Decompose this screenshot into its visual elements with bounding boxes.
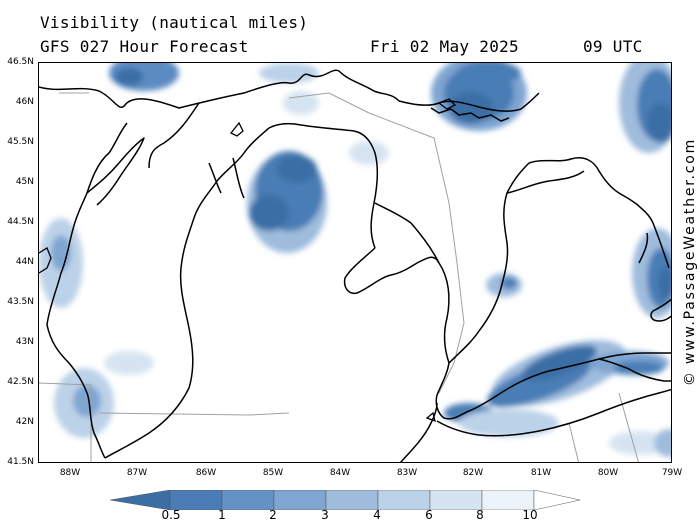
- colorbar-tick-label: 8: [476, 508, 484, 522]
- lon-label: 84W: [329, 468, 351, 478]
- colorbar-segment: [429, 490, 483, 510]
- state-border-lines: [39, 92, 639, 462]
- forecast-subtitle: GFS 027 Hour Forecast: [40, 37, 249, 56]
- colorbar-tick-label: 2: [269, 508, 277, 522]
- lon-label: 80W: [597, 468, 619, 478]
- lat-label: 42N: [15, 417, 34, 427]
- islands: [39, 98, 457, 423]
- lat-label: 44.5N: [7, 217, 34, 227]
- lat-label: 46.5N: [7, 57, 34, 67]
- visibility-shading: [39, 63, 671, 457]
- colorbar-tick-label: 6: [425, 508, 433, 522]
- lat-label: 43.5N: [7, 297, 34, 307]
- colorbar-segment: [169, 490, 223, 510]
- lat-label: 44N: [15, 257, 34, 267]
- colorbar-segment: [377, 490, 431, 510]
- coastlines: [39, 69, 671, 462]
- colorbar-tick-label: 10: [522, 508, 538, 522]
- colorbar-segment: [481, 490, 535, 510]
- lon-label: 88W: [59, 468, 81, 478]
- lon-label: 85W: [262, 468, 284, 478]
- lon-label: 81W: [530, 468, 552, 478]
- lon-label: 83W: [396, 468, 418, 478]
- colorbar-tick-label: 0.5: [161, 508, 181, 522]
- colorbar-tick-label: 3: [321, 508, 329, 522]
- colorbar-tick-label: 4: [373, 508, 381, 522]
- lat-label: 42.5N: [7, 377, 34, 387]
- lon-label: 86W: [195, 468, 217, 478]
- colorbar-lower-arrow: [110, 490, 171, 510]
- lat-label: 45N: [15, 177, 34, 187]
- lat-label: 46N: [15, 97, 34, 107]
- colorbar-segment: [273, 490, 327, 510]
- lon-label: 79W: [661, 468, 683, 478]
- forecast-time: 09 UTC: [583, 37, 643, 56]
- colorbar-segment: [221, 490, 275, 510]
- lon-label: 82W: [462, 468, 484, 478]
- watermark: © www.PassageWeather.com: [682, 137, 698, 387]
- visibility-colorbar: [110, 490, 581, 510]
- forecast-date: Fri 02 May 2025: [370, 37, 519, 56]
- map-title: Visibility (nautical miles): [40, 13, 309, 32]
- lat-label: 45.5N: [7, 137, 34, 147]
- visibility-map: [39, 63, 671, 462]
- lat-label: 43N: [15, 337, 34, 347]
- lat-label: 41.5N: [7, 457, 34, 467]
- colorbar-tick-label: 1: [218, 508, 226, 522]
- colorbar-upper-arrow: [533, 490, 581, 510]
- map-area: [38, 62, 672, 463]
- colorbar-segment: [325, 490, 379, 510]
- lon-label: 87W: [126, 468, 148, 478]
